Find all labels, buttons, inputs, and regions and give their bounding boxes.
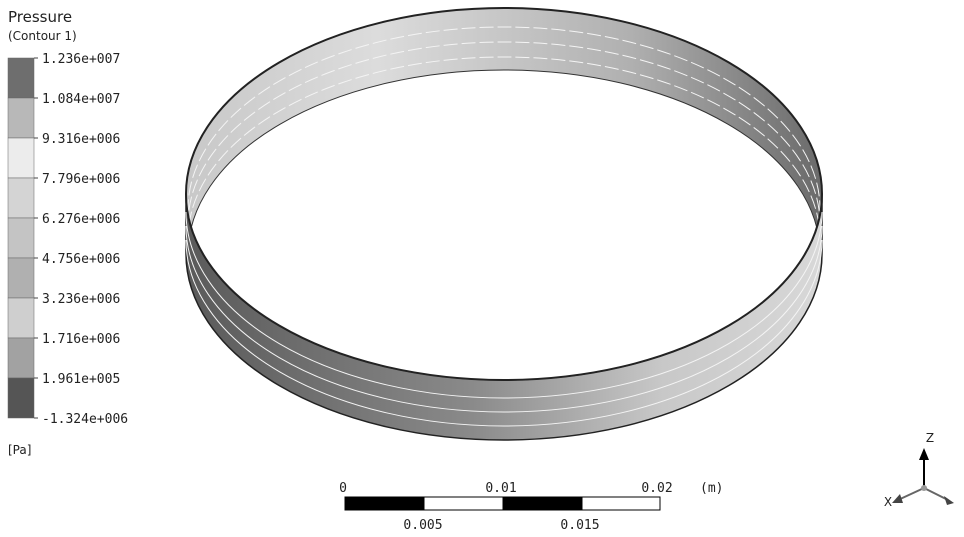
axis-triad xyxy=(892,448,954,505)
legend-level: 1.084e+007 xyxy=(42,92,120,107)
scale-label: 0 xyxy=(339,481,347,496)
scale-label: 0.005 xyxy=(403,518,442,533)
color-bar xyxy=(7,57,35,419)
legend-unit: [Pa] xyxy=(8,443,31,457)
legend-level: 7.796e+006 xyxy=(42,172,120,187)
legend-level: 1.236e+007 xyxy=(42,52,120,67)
legend-level: 3.236e+006 xyxy=(42,292,120,307)
scale-label: 0.02 xyxy=(641,481,672,496)
triad-label: X xyxy=(884,495,892,509)
scale-bar xyxy=(344,496,661,511)
legend-level: 6.276e+006 xyxy=(42,212,120,227)
legend-level: -1.324e+006 xyxy=(42,412,128,427)
legend-level: 4.756e+006 xyxy=(42,252,120,267)
scale-unit: (m) xyxy=(700,481,723,496)
legend-level: 1.961e+005 xyxy=(42,372,120,387)
legend-subtitle: (Contour 1) xyxy=(8,29,77,43)
legend-level: 9.316e+006 xyxy=(42,132,120,147)
scale-label: 0.01 xyxy=(485,481,516,496)
legend-title: Pressure xyxy=(8,8,72,26)
scale-label: 0.015 xyxy=(560,518,599,533)
ring-render xyxy=(185,7,823,441)
triad-label: Z xyxy=(926,431,934,445)
legend-level: 1.716e+006 xyxy=(42,332,120,347)
